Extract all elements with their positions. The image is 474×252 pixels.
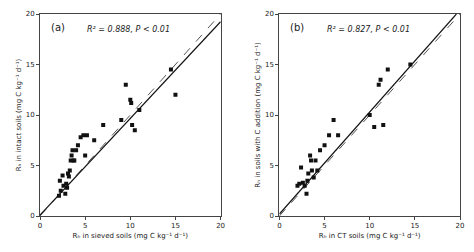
svg-text:10: 10 [26,111,35,119]
svg-text:15: 15 [171,222,180,230]
svg-text:R² = 0.827, P < 0.01: R² = 0.827, P < 0.01 [327,25,410,34]
svg-text:Rₕ in CT soils (mg C kg⁻¹ d⁻¹): Rₕ in CT soils (mg C kg⁻¹ d⁻¹) [319,232,421,240]
svg-text:5: 5 [270,162,274,170]
svg-text:Rₕ in sieved soils (mg C kg⁻¹: Rₕ in sieved soils (mg C kg⁻¹ d⁻¹) [73,232,189,240]
svg-text:15: 15 [26,61,35,69]
svg-text:5: 5 [322,222,326,230]
svg-text:20: 20 [456,222,465,230]
svg-text:Rₕ in intact soils (mg C kg⁻¹: Rₕ in intact soils (mg C kg⁻¹ d⁻¹) [15,58,23,171]
svg-text:0: 0 [277,222,281,230]
svg-text:R² = 0.888, P < 0.01: R² = 0.888, P < 0.01 [87,25,170,34]
svg-text:10: 10 [365,222,374,230]
svg-text:0: 0 [38,222,42,230]
svg-text:20: 20 [265,10,274,18]
svg-text:20: 20 [216,222,225,230]
svg-text:0: 0 [30,212,34,220]
svg-text:10: 10 [265,111,274,119]
svg-text:15: 15 [265,61,274,69]
svg-text:0: 0 [270,212,274,220]
svg-text:20: 20 [26,10,35,18]
svg-text:5: 5 [83,222,87,230]
svg-text:(a): (a) [51,22,65,33]
svg-text:Rₕ in soils with C addition (m: Rₕ in soils with C addition (mg C kg⁻¹ d… [254,42,262,188]
svg-text:5: 5 [30,162,34,170]
svg-text:15: 15 [410,222,419,230]
svg-text:(b): (b) [290,22,304,33]
svg-text:10: 10 [126,222,135,230]
